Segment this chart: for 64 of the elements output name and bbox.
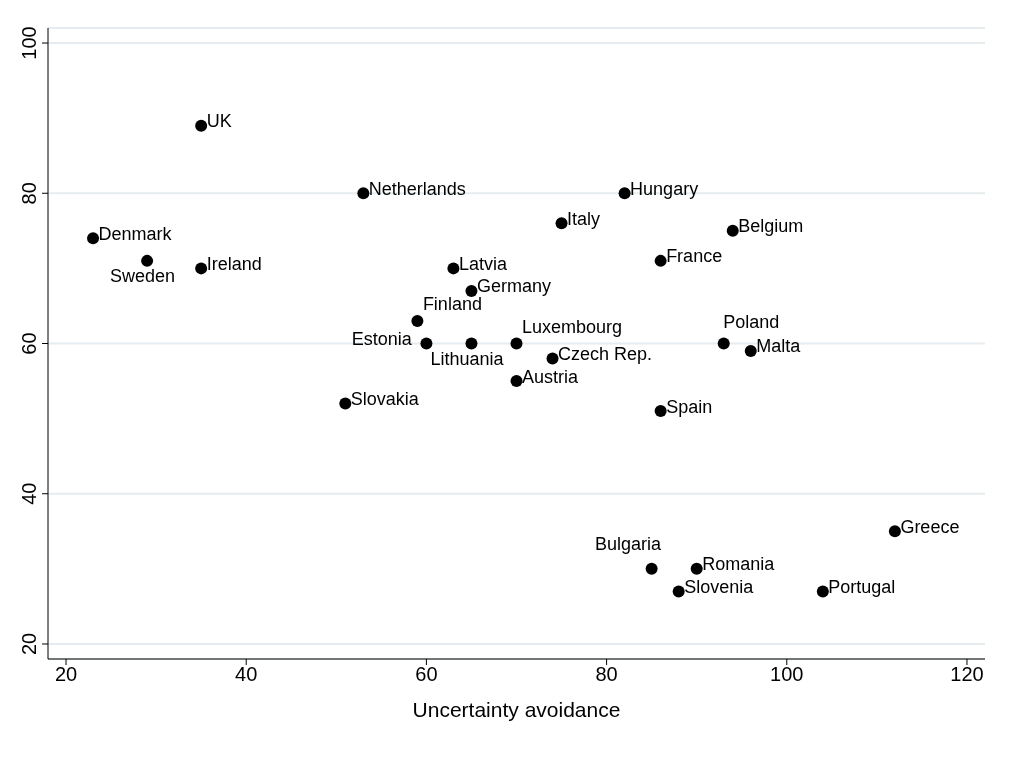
data-label: Germany (476, 276, 551, 297)
point (339, 397, 352, 410)
data-label: Slovakia (350, 389, 420, 410)
point (510, 337, 523, 350)
point (726, 224, 739, 237)
point (465, 337, 478, 350)
data-label: Hungary (630, 178, 699, 199)
x-tick-label: 100 (770, 663, 804, 686)
data-label: Ireland (206, 253, 262, 274)
point (546, 352, 559, 365)
data-label: Greece (900, 516, 960, 537)
data-label: Slovenia (684, 576, 755, 597)
point (447, 262, 460, 275)
x-axis-title: Uncertainty avoidance (412, 698, 621, 721)
x-tick-label: 80 (595, 663, 618, 686)
point (87, 232, 100, 245)
x-tick-label: 60 (415, 663, 438, 686)
data-label: Malta (756, 336, 802, 357)
point (141, 254, 154, 267)
data-label: Portugal (828, 576, 896, 597)
point (618, 187, 631, 200)
point (420, 337, 433, 350)
data-label: Sweden (110, 266, 176, 287)
x-tick-label: 20 (54, 663, 78, 686)
point (888, 525, 901, 538)
point (411, 314, 424, 327)
data-label: Luxembourg (521, 316, 623, 337)
data-label: Finland (422, 294, 482, 315)
data-label: UK (206, 111, 232, 132)
y-tick-label: 20 (18, 632, 40, 656)
point (555, 217, 568, 230)
data-label: Spain (666, 396, 713, 417)
point (654, 254, 667, 267)
data-label: Austria (521, 366, 579, 387)
point (195, 262, 208, 275)
data-label: Bulgaria (595, 534, 663, 555)
point (816, 585, 829, 598)
y-tick-label: 100 (18, 26, 40, 60)
point (672, 585, 685, 598)
data-label: Belgium (738, 216, 804, 237)
x-tick-label: 120 (950, 663, 984, 686)
point (645, 562, 658, 575)
data-label: Lithuania (430, 348, 505, 369)
point (717, 337, 730, 350)
y-tick-label: 60 (18, 332, 40, 355)
data-label: Poland (723, 311, 780, 332)
y-tick-label: 80 (18, 182, 40, 205)
point (510, 375, 523, 388)
data-label: Netherlands (368, 178, 466, 199)
point (465, 284, 478, 297)
point (654, 405, 667, 418)
point (690, 562, 703, 575)
data-label: Romania (702, 554, 776, 575)
x-tick-label: 40 (235, 663, 258, 686)
y-tick-label: 40 (18, 482, 40, 505)
data-label: France (666, 246, 723, 267)
point (744, 345, 757, 358)
data-label: Latvia (458, 253, 508, 274)
data-label: Italy (567, 208, 601, 229)
data-label: Denmark (98, 223, 173, 244)
point (195, 119, 208, 132)
point (357, 187, 370, 200)
data-label: Estonia (351, 328, 413, 349)
data-label: Czech Rep. (558, 344, 653, 365)
